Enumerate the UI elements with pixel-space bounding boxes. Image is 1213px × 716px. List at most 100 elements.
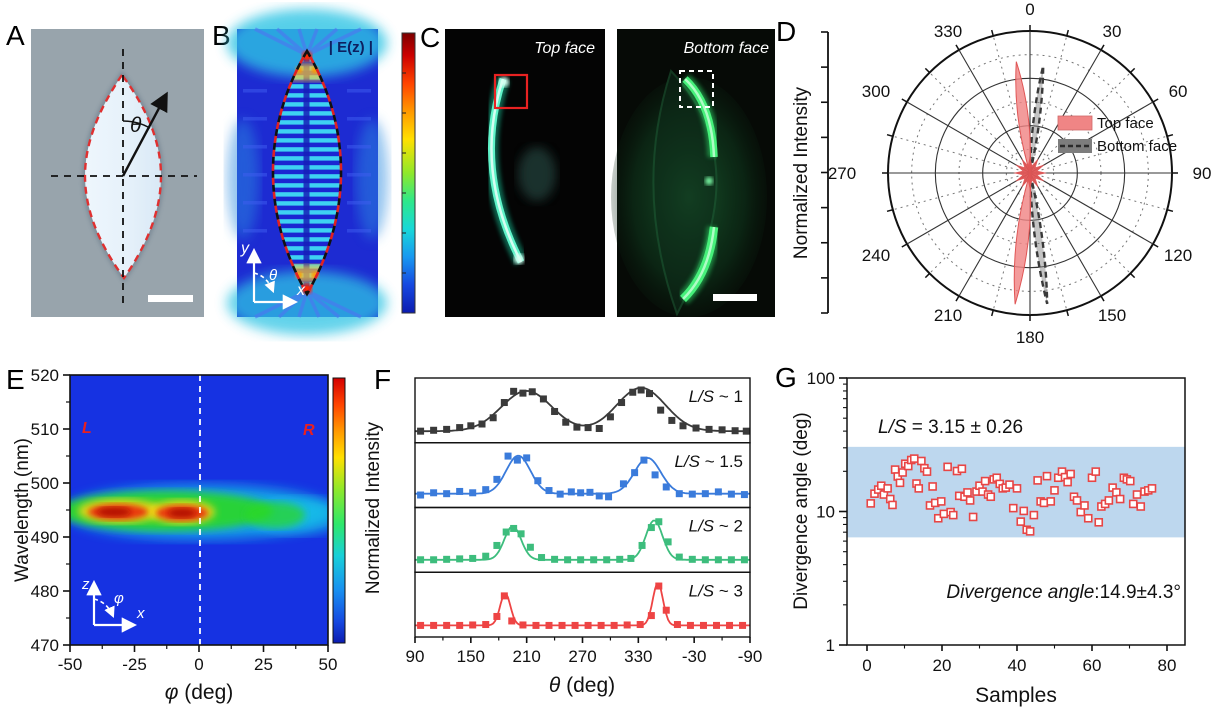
lens-outline-dashed bbox=[83, 72, 163, 281]
data-point bbox=[584, 621, 592, 629]
data-point bbox=[605, 493, 613, 501]
colorbar bbox=[332, 377, 346, 644]
data-point bbox=[713, 621, 720, 629]
data-point bbox=[443, 555, 451, 563]
data-point bbox=[538, 554, 546, 562]
data-point bbox=[701, 556, 709, 564]
panel-label-c: C bbox=[420, 22, 441, 53]
data-point bbox=[662, 606, 670, 614]
sample-point bbox=[1025, 527, 1035, 536]
z-axis-label: z bbox=[81, 576, 90, 593]
theta-arc-arrow bbox=[253, 272, 275, 294]
data-point bbox=[603, 556, 611, 564]
data-point bbox=[629, 388, 637, 396]
data-point bbox=[513, 456, 521, 464]
sample-point bbox=[1066, 469, 1075, 479]
arc-tip-bright-bottom bbox=[514, 254, 524, 264]
emission-lobes bbox=[1013, 61, 1049, 305]
data-point bbox=[740, 491, 748, 499]
data-point bbox=[637, 386, 645, 394]
panel-d-polar-plot: Normalized Intensity 0 30 60 90 120 150 180 210… bbox=[791, 0, 1212, 347]
legend: Top face Bottom face bbox=[1057, 115, 1177, 155]
faint-scatter-blob bbox=[518, 147, 556, 201]
data-point bbox=[623, 621, 631, 629]
data-point bbox=[742, 427, 750, 435]
data-point bbox=[517, 530, 525, 538]
arc-tip-bright-top bbox=[499, 77, 509, 87]
data-point bbox=[595, 424, 603, 432]
sample-point bbox=[986, 492, 996, 502]
data-point bbox=[627, 554, 635, 562]
angle-tick-label: 300 bbox=[862, 82, 890, 101]
data-point bbox=[595, 492, 603, 500]
emission-lobe bbox=[1015, 61, 1031, 174]
data-point bbox=[727, 490, 735, 498]
data-point bbox=[556, 490, 564, 498]
divergence-tick-label: 1 bbox=[826, 636, 835, 655]
sample-point bbox=[1012, 484, 1022, 493]
data-point bbox=[493, 541, 501, 549]
sample-point bbox=[1029, 510, 1039, 520]
angle-tick-label: 150 bbox=[1098, 306, 1126, 325]
panel-f-angular-profiles: L/S ~ 1 L/S ~ 1.5 L/S ~ 2 L/S ~ 3 90 150 210 2… bbox=[363, 377, 762, 697]
data-point bbox=[631, 469, 639, 477]
angle-tick-label: 330 bbox=[934, 22, 962, 41]
data-point bbox=[688, 555, 696, 563]
data-point bbox=[539, 395, 547, 403]
sample-point bbox=[895, 478, 905, 488]
data-point bbox=[528, 388, 536, 396]
theta-xlabel: θ (deg) bbox=[549, 674, 615, 697]
data-point bbox=[469, 621, 477, 629]
data-point bbox=[558, 621, 566, 629]
divergence-tick-label: 10 bbox=[816, 502, 835, 521]
phi-xlabel-units: (deg) bbox=[178, 681, 233, 704]
sample-point bbox=[888, 500, 897, 510]
data-point bbox=[417, 491, 425, 499]
angle-tick-label: 60 bbox=[1169, 82, 1188, 101]
data-point bbox=[519, 621, 527, 629]
data-point bbox=[597, 621, 605, 629]
data-point bbox=[430, 621, 438, 629]
sample-point bbox=[1039, 498, 1049, 508]
data-point bbox=[616, 555, 624, 563]
left-polarization-label: L bbox=[82, 420, 92, 437]
data-point bbox=[662, 483, 670, 491]
data-point bbox=[718, 426, 726, 434]
data-point bbox=[417, 556, 425, 564]
sample-point bbox=[1132, 490, 1142, 499]
data-point bbox=[606, 413, 614, 421]
data-point bbox=[443, 490, 451, 498]
bright-arc-bottom-core bbox=[682, 226, 716, 300]
data-point bbox=[573, 423, 581, 431]
data-point bbox=[640, 456, 648, 464]
panel-label-g: G bbox=[775, 362, 797, 393]
phi-inset-label: φ bbox=[114, 590, 124, 607]
legend-swatch-bottom-face bbox=[1058, 139, 1092, 153]
series-label: L/S ~ 2 bbox=[689, 517, 743, 536]
sample-point bbox=[936, 497, 946, 506]
angle-tick-label: 0 bbox=[1025, 0, 1034, 19]
bottom-face-label: Bottom face bbox=[684, 40, 769, 57]
heatmap-axes-ticks: 470 480 490 500 510 520 -50 -25 0 25 50 bbox=[31, 366, 338, 674]
phi-arc-arrow bbox=[93, 598, 115, 619]
data-point bbox=[500, 592, 508, 600]
divergence-tick-label: 100 bbox=[807, 369, 835, 388]
colorbar bbox=[401, 32, 416, 314]
profile-subplots: L/S ~ 1 L/S ~ 1.5 L/S ~ 2 L/S ~ 3 bbox=[414, 377, 751, 638]
sample-point bbox=[1091, 467, 1101, 476]
data-point bbox=[443, 621, 451, 629]
data-point bbox=[646, 390, 653, 398]
theta-tick-label: 270 bbox=[568, 647, 596, 666]
plot-border bbox=[846, 377, 1186, 646]
theta-xlabel-units: (deg) bbox=[560, 674, 615, 697]
data-point bbox=[705, 425, 713, 433]
polar-angle-labels: 0 30 60 90 120 150 180 210 240 270 300 330 bbox=[828, 0, 1212, 347]
data-point bbox=[417, 427, 425, 435]
spectral-heatmap: L R z x φ bbox=[70, 375, 328, 645]
panel-a-micrograph: θ bbox=[31, 29, 204, 317]
ls-ratio-value: = 3.15 ± 0.26 bbox=[907, 417, 1024, 438]
samples-tick-label: 0 bbox=[862, 656, 871, 675]
phi-xlabel: φ (deg) bbox=[165, 681, 234, 704]
data-point bbox=[551, 555, 559, 563]
